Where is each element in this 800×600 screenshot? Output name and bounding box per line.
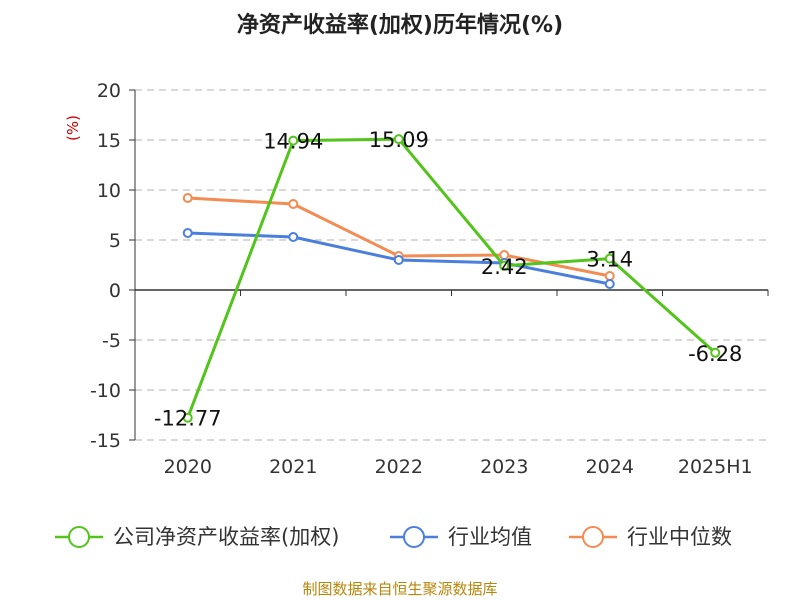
y-tick-label: 15 [97, 130, 121, 152]
x-tick-label: 2025H1 [678, 456, 753, 478]
chart-title: 净资产收益率(加权)历年情况(%) [237, 12, 563, 38]
series-point [288, 135, 299, 146]
series-point [604, 253, 615, 264]
legend-marker [582, 526, 604, 548]
y-axis-ticks: 20 15 10 5 0 -5 -10 -15 [90, 80, 136, 452]
x-axis [134, 289, 769, 296]
x-axis-ticks: 2020 2021 2022 2023 2024 2025H1 [164, 456, 753, 478]
data-label: 14.94 [263, 130, 323, 154]
legend-marker [68, 526, 90, 548]
data-label: 2.42 [481, 255, 528, 279]
legend-label: 行业中位数 [627, 525, 732, 549]
x-tick-label: 2021 [269, 456, 317, 478]
series-line [186, 137, 717, 419]
data-label: -6.28 [688, 342, 742, 366]
y-tick-label: 20 [97, 80, 121, 102]
legend-label: 公司净资产收益率(加权) [113, 525, 339, 549]
x-tick-label: 2022 [375, 456, 423, 478]
series-lines [182, 134, 721, 423]
legend-label: 行业均值 [448, 525, 532, 549]
y-tick-label: -5 [102, 330, 121, 352]
x-tick-label: 2024 [586, 456, 634, 478]
y-tick-label: 5 [109, 230, 121, 252]
source-note: 制图数据来自恒生聚源数据库 [302, 580, 497, 598]
series-point [182, 228, 193, 238]
y-tick-label: -15 [90, 430, 121, 452]
x-tick-label: 2023 [480, 456, 528, 478]
grid-lines [135, 89, 768, 441]
data-label: -12.77 [154, 407, 222, 431]
series-point [182, 412, 193, 423]
series-point [288, 199, 299, 209]
series-point [499, 260, 510, 271]
legend: 公司净资产收益率(加权) 行业均值 行业中位数 [55, 525, 732, 549]
series-point [604, 271, 615, 281]
data-labels: -12.77 14.94 15.09 2.42 3.14 -6.28 [154, 128, 743, 431]
data-label: 15.09 [369, 128, 429, 152]
y-tick-label: -10 [90, 380, 121, 402]
y-tick-label: 10 [97, 180, 121, 202]
legend-marker [403, 526, 425, 548]
x-tick-label: 2020 [164, 456, 212, 478]
series-point [182, 193, 193, 203]
y-axis-unit: (%) [64, 115, 82, 141]
data-label: 3.14 [586, 248, 633, 272]
series-point [393, 255, 404, 265]
series-point [710, 347, 721, 358]
series-point [604, 279, 615, 289]
y-tick-label: 0 [109, 280, 121, 302]
series-point [288, 232, 299, 242]
series-point [393, 134, 404, 145]
